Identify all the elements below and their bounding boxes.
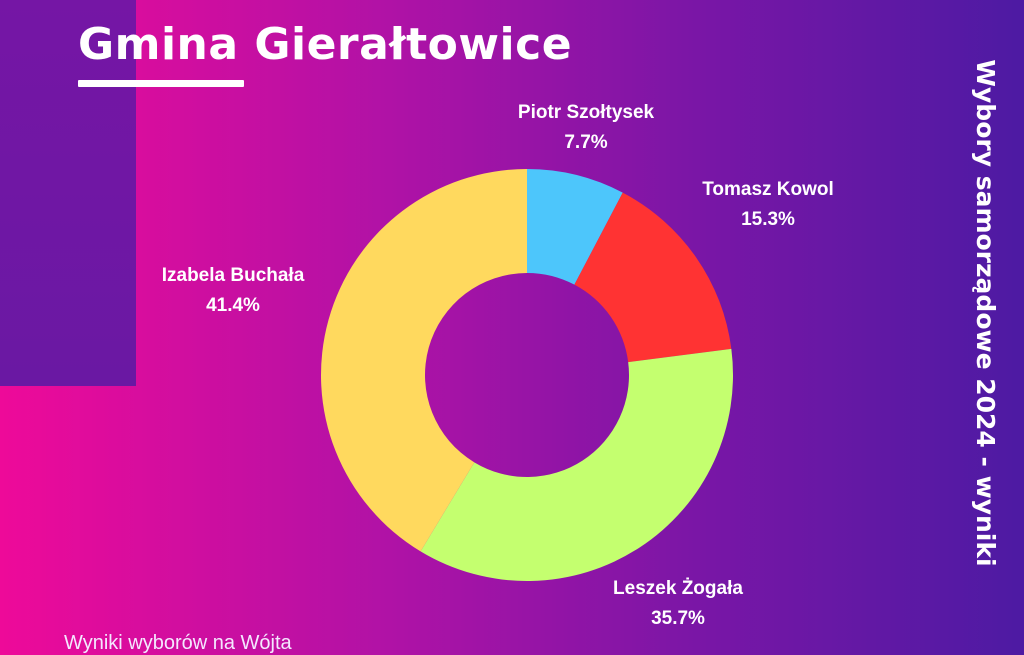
slice-name-label: Piotr Szołtysek [518,102,655,123]
donut-slice [574,192,732,363]
donut-slice [527,169,623,285]
footer-text: Wyniki wyborów na Wójta [64,632,292,654]
page-title: Gmina Gierałtowice [78,19,573,70]
slice-value-label: 7.7% [564,132,607,153]
slice-value-label: 35.7% [651,608,705,629]
donut-slice [321,169,527,552]
slice-name-label: Izabela Buchała [162,265,305,286]
accent-panel [0,0,136,386]
slice-value-label: 15.3% [741,209,795,230]
donut-slice [420,348,734,581]
slice-name-label: Tomasz Kowol [702,179,834,200]
slice-name-label: Leszek Żogała [613,578,743,599]
title-underline [78,80,244,87]
slice-value-label: 41.4% [206,295,260,316]
